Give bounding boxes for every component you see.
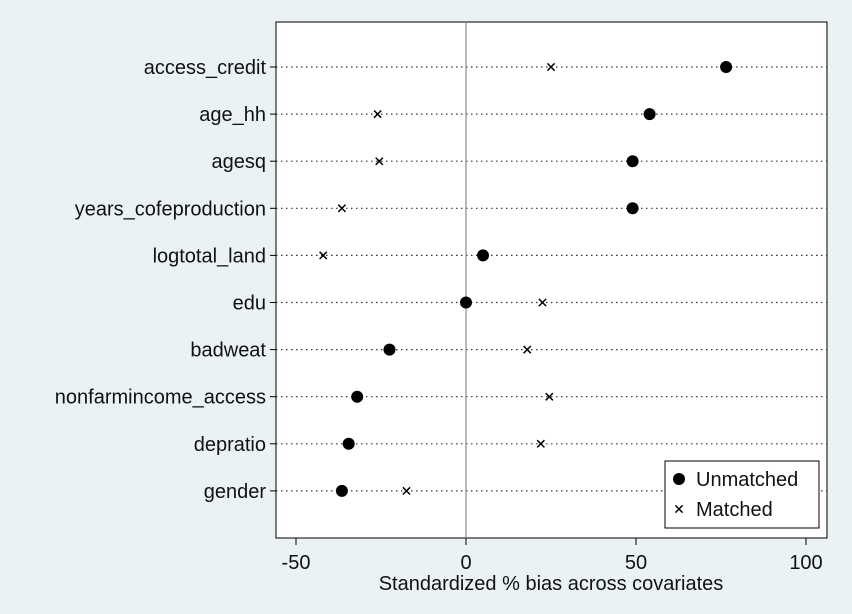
matched-marker-stroke (538, 298, 547, 307)
x-axis-title: Standardized % bias across covariates (379, 573, 724, 595)
plot-area (275, 21, 828, 539)
unmatched-point (626, 155, 639, 168)
unmatched-point (342, 437, 355, 450)
matched-point (523, 345, 532, 354)
matched-marker-stroke (545, 392, 554, 401)
legend: Unmatched Matched (664, 460, 820, 529)
y-tick-label: gender (204, 481, 267, 503)
legend-matched-marker (674, 504, 684, 514)
y-tick-label: access_credit (144, 57, 267, 79)
legend-marker-stroke (674, 504, 684, 514)
matched-marker-stroke (536, 439, 545, 448)
matched-point (337, 204, 347, 213)
matched-point (373, 109, 382, 119)
unmatched-point (460, 296, 472, 309)
matched-marker-stroke (546, 62, 556, 72)
legend-unmatched-label: Unmatched (696, 469, 798, 491)
y-tick-label: nonfarmincome_access (55, 387, 266, 409)
matched-point (375, 157, 384, 166)
legend-box (664, 460, 820, 529)
matched-marker-stroke (319, 251, 328, 260)
unmatched-point (643, 108, 656, 121)
legend-matched-label: Matched (696, 499, 773, 521)
y-tick-label: badweat (190, 340, 266, 362)
x-tick-label: 50 (625, 552, 647, 574)
matched-point (319, 251, 328, 260)
unmatched-point (335, 484, 348, 497)
y-tick-label: logtotal_land (153, 245, 266, 267)
matched-point (545, 392, 554, 401)
y-tick-label: depratio (194, 434, 266, 456)
unmatched-point (383, 343, 396, 356)
x-tick-label: -50 (282, 552, 311, 574)
matched-marker-stroke (523, 345, 532, 354)
unmatched-point (477, 249, 489, 262)
x-tick-label: 0 (460, 552, 471, 574)
matched-point (536, 439, 545, 448)
y-tick-label: age_hh (199, 104, 266, 126)
y-tick-label: agesq (212, 151, 267, 173)
unmatched-point (626, 202, 639, 215)
y-tick-label: years_cofeproduction (75, 198, 266, 220)
data-points (319, 61, 733, 497)
matched-marker-stroke (402, 486, 411, 496)
matched-point (538, 298, 547, 307)
y-tick-label: edu (233, 293, 266, 315)
matched-marker-stroke (373, 109, 382, 119)
legend-unmatched-marker (673, 473, 685, 485)
x-tick-label: 100 (789, 552, 822, 574)
unmatched-point (720, 61, 733, 73)
matched-marker-stroke (375, 157, 384, 166)
matched-marker-stroke (337, 204, 347, 213)
matched-point (402, 486, 411, 496)
matched-point (546, 62, 556, 72)
unmatched-point (351, 390, 364, 403)
x-axis: -50 0 50 100 (282, 538, 823, 574)
